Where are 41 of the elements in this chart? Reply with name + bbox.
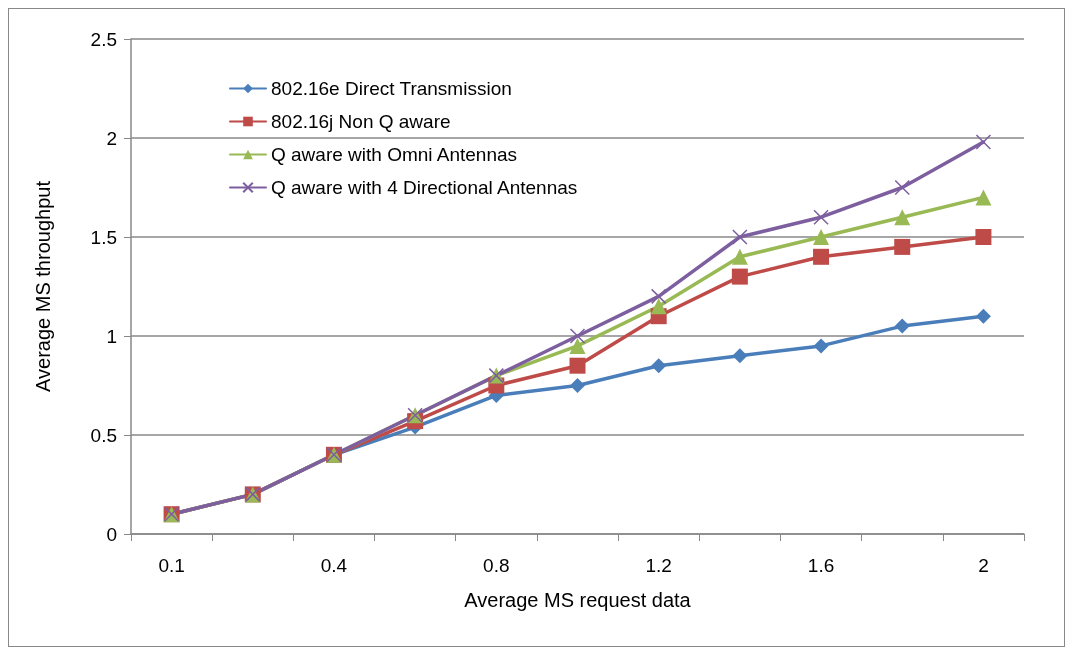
x-tick-label: 0.4 xyxy=(320,555,348,576)
y-tick-label: 1 xyxy=(106,325,117,347)
point xyxy=(975,308,991,324)
point xyxy=(813,229,830,245)
legend-label: 802.16e Direct Transmission xyxy=(271,78,512,99)
point xyxy=(569,357,586,374)
point xyxy=(570,378,585,393)
point xyxy=(569,337,586,354)
point xyxy=(813,338,829,354)
legend-label: Q aware with Omni Antennas xyxy=(271,144,518,165)
y-tick-label: 0 xyxy=(106,523,117,545)
y-tick-label: 2.5 xyxy=(90,28,117,50)
point xyxy=(731,248,748,265)
y-axis-title: Average MS throughput xyxy=(32,180,54,392)
point xyxy=(975,134,992,150)
point xyxy=(731,268,748,285)
x-tick-label: 0.8 xyxy=(483,555,510,576)
point xyxy=(975,229,992,245)
y-tick-label: 0.5 xyxy=(90,424,117,446)
legend-label: 802.16j Non Q aware xyxy=(271,111,451,132)
x-axis-title: Average MS request data xyxy=(464,589,692,611)
y-tick-label: 2 xyxy=(106,127,117,149)
y-tick-label: 1.5 xyxy=(90,226,117,248)
point xyxy=(894,318,910,334)
point xyxy=(732,229,748,245)
x-tick-label: 1.6 xyxy=(807,555,835,576)
point xyxy=(813,248,830,265)
x-tick-label: 0.1 xyxy=(158,555,185,576)
x-tick-label: 1.2 xyxy=(645,555,672,576)
point xyxy=(894,209,911,226)
point xyxy=(651,358,667,374)
point xyxy=(569,328,586,344)
x-tick-label: 2 xyxy=(978,555,989,576)
legend-label: Q aware with 4 Directional Antennas xyxy=(271,177,578,198)
point xyxy=(813,209,829,225)
point xyxy=(732,348,748,364)
point xyxy=(894,179,910,196)
point xyxy=(894,238,911,255)
point xyxy=(650,288,667,305)
point xyxy=(650,298,667,315)
point xyxy=(975,189,992,206)
